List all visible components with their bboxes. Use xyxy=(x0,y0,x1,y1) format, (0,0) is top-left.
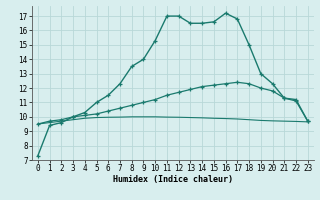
X-axis label: Humidex (Indice chaleur): Humidex (Indice chaleur) xyxy=(113,175,233,184)
